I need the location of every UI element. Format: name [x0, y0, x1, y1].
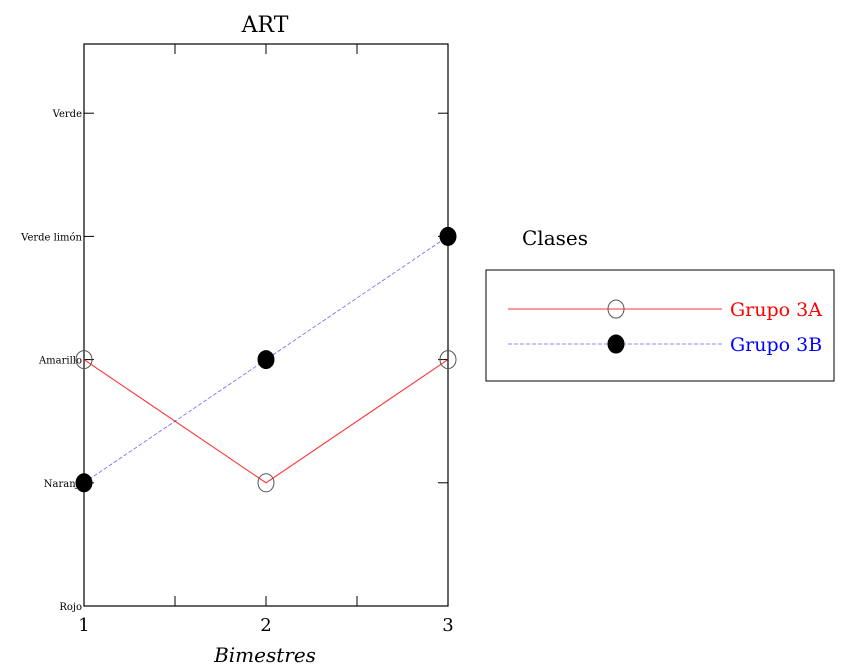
- legend-label: Grupo 3A: [730, 299, 822, 321]
- y-tick-labels: Rojo Naranji Amarillo Verde limón Verde: [20, 109, 82, 613]
- plot-frame: [83, 43, 449, 607]
- legend-marker: [607, 334, 625, 354]
- legend-marker: [607, 299, 625, 319]
- chart-title: ART: [241, 13, 289, 38]
- x-tick-labels: 1 2 3: [78, 615, 453, 636]
- y-tick-label: Verde limón: [20, 232, 82, 243]
- data-point: [439, 226, 457, 246]
- x-tick-label: 2: [260, 615, 271, 636]
- legend-label: Grupo 3B: [730, 334, 822, 356]
- legend-box: [485, 269, 835, 382]
- legend: Grupo 3A Grupo 3B: [508, 299, 822, 356]
- data-point: [257, 473, 275, 493]
- y-tick-label: Rojo: [59, 602, 82, 613]
- data-point: [75, 350, 93, 370]
- x-tick-label: 3: [442, 615, 453, 636]
- y-tick-label: Verde: [52, 109, 82, 120]
- x-axis-label: Bimestres: [213, 643, 316, 667]
- x-tick-label: 1: [78, 615, 89, 636]
- y-tick-label: Amarillo: [38, 356, 82, 367]
- data-point: [75, 473, 93, 493]
- y-tick-label: Naranji: [44, 479, 82, 490]
- axis-ticks: [83, 44, 449, 607]
- series-layer: [75, 226, 457, 493]
- legend-title: Clases: [522, 226, 588, 250]
- data-point: [257, 350, 275, 370]
- series-line: [83, 359, 449, 484]
- data-point: [439, 350, 457, 370]
